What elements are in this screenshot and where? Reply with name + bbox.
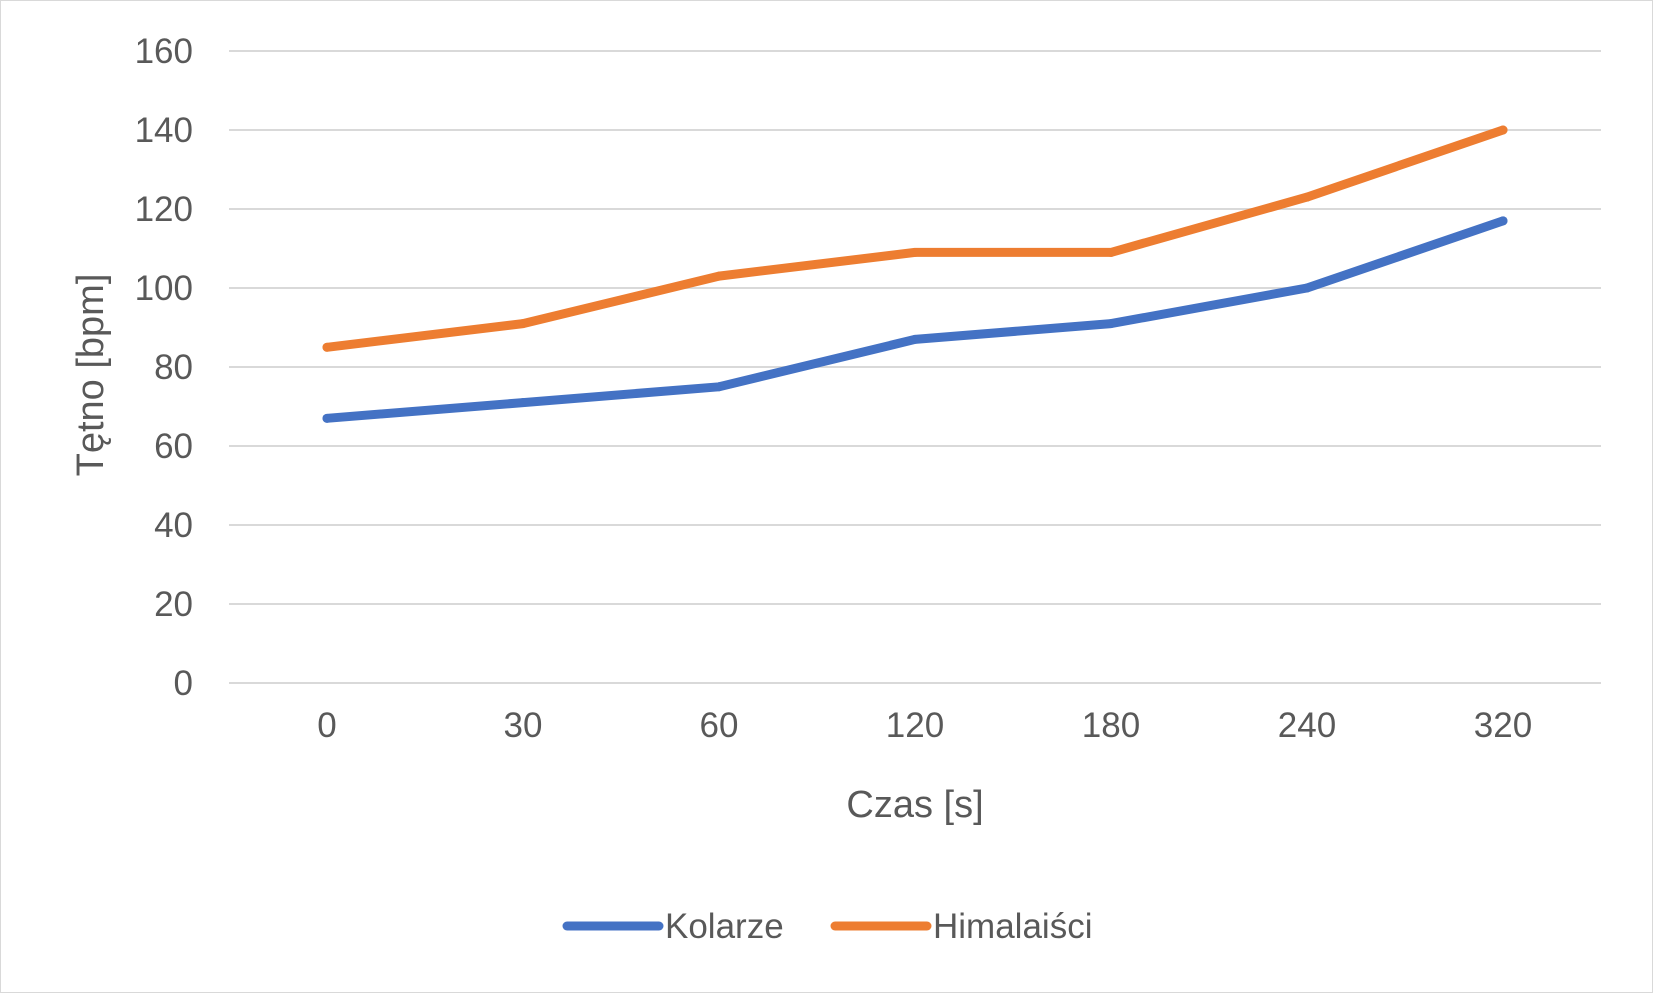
y-tick-label: 120 [135, 190, 193, 229]
x-tick-label: 0 [317, 706, 336, 745]
gridlines [229, 50, 1601, 684]
x-axis-tick-labels: 0 30 60 120 180 240 320 [317, 706, 1532, 745]
y-tick-label: 0 [174, 664, 193, 703]
legend: Kolarze Himalaiści [562, 907, 1092, 946]
y-tick-label: 100 [135, 269, 193, 308]
y-tick-label: 160 [135, 32, 193, 71]
y-tick-label: 80 [154, 348, 193, 387]
y-tick-label: 40 [154, 506, 193, 545]
data-point-himalaiści-180 [1106, 247, 1116, 257]
data-point-kolarze-0 [322, 413, 332, 423]
y-tick-label: 60 [154, 427, 193, 466]
y-axis-tick-labels: 0 20 40 60 80 100 120 140 160 [135, 32, 193, 703]
x-tick-label: 320 [1474, 706, 1532, 745]
x-tick-label: 60 [700, 706, 739, 745]
x-tick-label: 120 [886, 706, 944, 745]
legend-label-himalaiści: Himalaiści [933, 907, 1092, 946]
data-point-himalaiści-60 [714, 271, 724, 281]
x-tick-label: 240 [1278, 706, 1336, 745]
data-point-kolarze-320 [1498, 216, 1508, 226]
data-point-kolarze-30 [518, 398, 528, 408]
legend-label-kolarze: Kolarze [665, 907, 784, 946]
data-point-kolarze-180 [1106, 319, 1116, 329]
x-tick-label: 180 [1082, 706, 1140, 745]
y-tick-label: 20 [154, 585, 193, 624]
data-point-himalaiści-120 [910, 247, 920, 257]
data-point-himalaiści-0 [322, 342, 332, 352]
data-point-himalaiści-240 [1302, 192, 1312, 202]
y-tick-label: 140 [135, 111, 193, 150]
data-point-himalaiści-320 [1498, 125, 1508, 135]
data-point-himalaiści-30 [518, 319, 528, 329]
y-axis-title: Tętno [bpm] [70, 274, 112, 477]
x-axis-title: Czas [s] [846, 784, 983, 826]
series-line-himalaiści [322, 125, 1508, 352]
series-lines [322, 125, 1508, 423]
data-point-kolarze-60 [714, 382, 724, 392]
data-point-kolarze-240 [1302, 283, 1312, 293]
data-point-kolarze-120 [910, 334, 920, 344]
x-tick-label: 30 [504, 706, 543, 745]
